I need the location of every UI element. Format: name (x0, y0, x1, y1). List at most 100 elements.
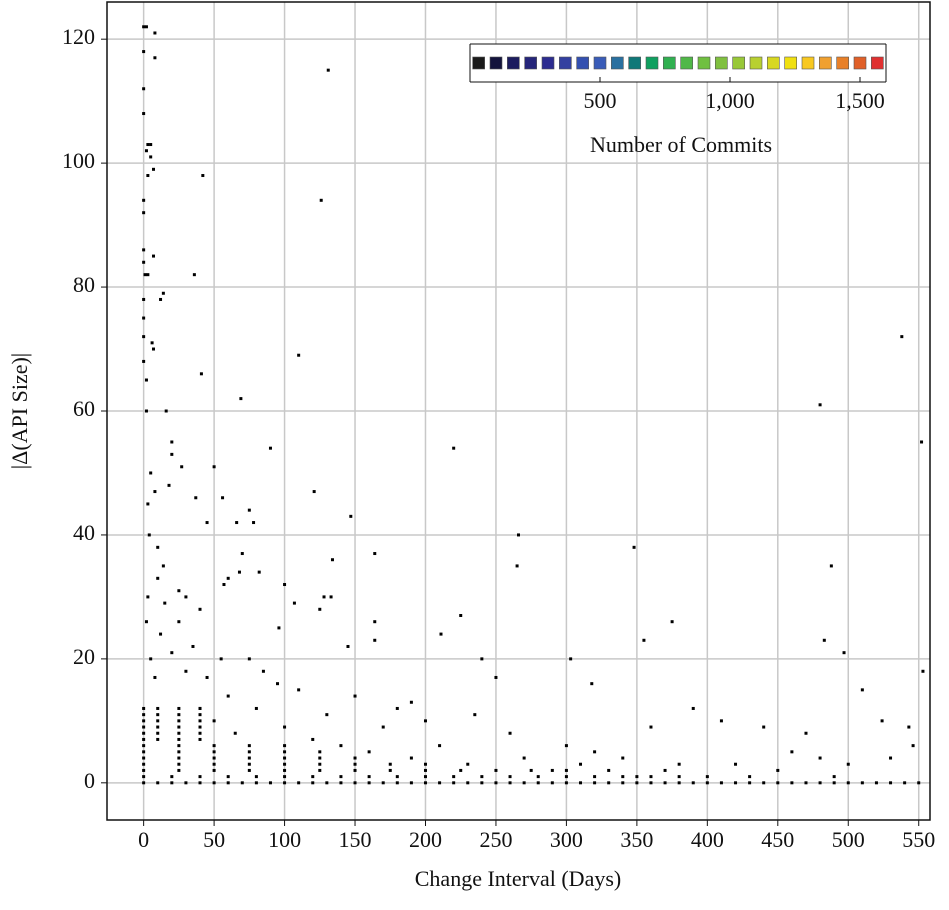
point (325, 781, 329, 785)
point (156, 713, 160, 717)
point (339, 744, 343, 748)
point (198, 713, 202, 717)
colorbar-tick-label: 500 (584, 88, 617, 113)
point (142, 260, 146, 264)
point (142, 211, 146, 215)
point (198, 731, 202, 735)
point (550, 768, 554, 772)
point (276, 682, 280, 686)
colorbar-swatch (871, 56, 884, 70)
x-tick-label: 500 (832, 827, 865, 852)
y-tick-label: 100 (62, 148, 95, 173)
point (607, 781, 611, 785)
point (670, 620, 674, 624)
point (353, 781, 357, 785)
y-axis-label: |Δ(API Size)| (7, 353, 32, 469)
colorbar-swatch (697, 56, 711, 70)
point (907, 725, 911, 729)
point (283, 744, 287, 748)
point (152, 254, 156, 258)
x-tick-label: 400 (691, 827, 724, 852)
point (395, 706, 399, 710)
point (226, 576, 230, 580)
point (201, 174, 205, 178)
point (790, 750, 794, 754)
point (818, 781, 822, 785)
point (142, 297, 146, 301)
point (177, 768, 181, 772)
point (349, 514, 353, 518)
point (152, 347, 156, 351)
colorbar-swatch (576, 56, 589, 70)
colorbar-swatch (524, 56, 537, 70)
point (194, 496, 198, 500)
point (226, 694, 230, 698)
colorbar-box (470, 44, 886, 82)
colorbar-swatch (836, 56, 849, 70)
point (149, 657, 153, 661)
colorbar-swatch (853, 56, 867, 70)
point (144, 25, 148, 29)
point (353, 762, 357, 766)
point (903, 781, 907, 785)
point (536, 775, 540, 779)
point (319, 198, 323, 202)
point (159, 632, 163, 636)
point (277, 626, 281, 630)
point (663, 781, 667, 785)
point (159, 297, 163, 301)
point (226, 775, 230, 779)
x-tick-label: 200 (409, 827, 442, 852)
point (153, 31, 157, 35)
point (170, 440, 174, 444)
point (508, 731, 512, 735)
point (569, 657, 573, 661)
point (353, 694, 357, 698)
point (283, 583, 287, 587)
point (205, 675, 209, 679)
point (254, 781, 258, 785)
point (705, 775, 709, 779)
colorbar-swatch (559, 56, 572, 70)
point (649, 775, 653, 779)
point (142, 248, 146, 252)
point (212, 781, 216, 785)
point (212, 750, 216, 754)
point (473, 713, 477, 717)
point (804, 731, 808, 735)
point (177, 706, 181, 710)
x-tick-label: 350 (620, 827, 653, 852)
point (529, 768, 533, 772)
x-tick-label: 0 (138, 827, 149, 852)
point (237, 570, 241, 574)
point (167, 483, 171, 487)
point (494, 781, 498, 785)
point (874, 781, 878, 785)
point (762, 781, 766, 785)
point (748, 775, 752, 779)
point (180, 465, 184, 469)
point (150, 341, 154, 345)
point (198, 725, 202, 729)
point (198, 775, 202, 779)
colorbar-swatch (732, 56, 745, 70)
point (247, 744, 251, 748)
y-tick-label: 20 (73, 644, 95, 669)
point (632, 545, 636, 549)
point (163, 601, 167, 605)
point (515, 564, 519, 568)
point (494, 675, 498, 679)
point (691, 781, 695, 785)
point (818, 756, 822, 760)
point (143, 273, 147, 277)
point (283, 725, 287, 729)
x-tick-label: 450 (761, 827, 794, 852)
point (677, 781, 681, 785)
point (438, 781, 442, 785)
point (221, 496, 225, 500)
point (247, 762, 251, 766)
point (564, 781, 568, 785)
point (142, 737, 146, 741)
colorbar-swatch (715, 56, 728, 70)
y-tick-label: 40 (73, 520, 95, 545)
